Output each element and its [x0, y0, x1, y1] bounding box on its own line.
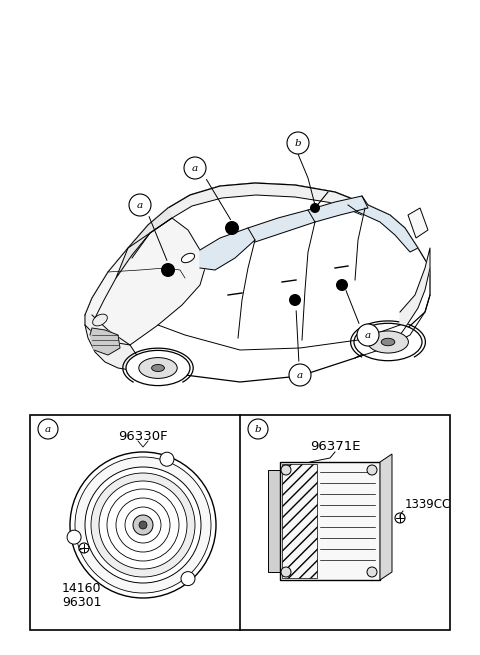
- Circle shape: [395, 513, 405, 523]
- Circle shape: [281, 567, 291, 577]
- Circle shape: [287, 132, 309, 154]
- Ellipse shape: [368, 331, 408, 353]
- Circle shape: [67, 530, 81, 544]
- Circle shape: [125, 507, 161, 543]
- Circle shape: [367, 567, 377, 577]
- Ellipse shape: [181, 253, 194, 263]
- Circle shape: [310, 203, 320, 213]
- Circle shape: [107, 489, 179, 561]
- Polygon shape: [85, 315, 140, 370]
- Bar: [282, 464, 317, 578]
- Bar: [30, 415, 450, 630]
- Text: b: b: [255, 425, 261, 434]
- Circle shape: [336, 279, 348, 291]
- Polygon shape: [85, 183, 430, 382]
- Polygon shape: [168, 183, 368, 218]
- Circle shape: [357, 324, 379, 346]
- Polygon shape: [380, 454, 392, 580]
- Circle shape: [139, 521, 147, 529]
- Text: a: a: [137, 201, 143, 210]
- Circle shape: [248, 419, 268, 439]
- Polygon shape: [116, 208, 172, 278]
- Polygon shape: [200, 228, 255, 270]
- Circle shape: [281, 465, 291, 475]
- Polygon shape: [308, 196, 368, 222]
- Text: a: a: [297, 371, 303, 380]
- Text: a: a: [192, 164, 198, 173]
- Ellipse shape: [354, 324, 422, 361]
- Circle shape: [75, 457, 211, 593]
- Text: b: b: [295, 139, 301, 148]
- Text: 96371E: 96371E: [310, 441, 360, 453]
- Text: 14160: 14160: [62, 582, 101, 595]
- Text: 96330F: 96330F: [118, 430, 168, 443]
- Ellipse shape: [126, 350, 190, 386]
- Circle shape: [91, 473, 195, 577]
- Ellipse shape: [381, 338, 395, 346]
- Circle shape: [85, 467, 201, 583]
- Circle shape: [289, 364, 311, 386]
- Ellipse shape: [152, 364, 164, 371]
- Circle shape: [367, 465, 377, 475]
- Circle shape: [116, 498, 170, 552]
- Polygon shape: [268, 470, 280, 572]
- Circle shape: [225, 221, 239, 235]
- Circle shape: [160, 452, 174, 466]
- Text: a: a: [365, 331, 371, 340]
- Circle shape: [79, 543, 89, 553]
- Polygon shape: [408, 208, 428, 238]
- Polygon shape: [90, 328, 120, 355]
- Circle shape: [161, 263, 175, 277]
- Circle shape: [184, 157, 206, 179]
- Polygon shape: [348, 196, 418, 252]
- Text: 1339CC: 1339CC: [405, 498, 451, 512]
- Circle shape: [70, 452, 216, 598]
- Circle shape: [99, 481, 187, 569]
- Ellipse shape: [139, 358, 177, 379]
- Text: a: a: [45, 425, 51, 434]
- Bar: [280, 462, 380, 580]
- Polygon shape: [400, 248, 430, 335]
- Polygon shape: [248, 210, 315, 242]
- Circle shape: [38, 419, 58, 439]
- Circle shape: [129, 194, 151, 216]
- Circle shape: [181, 572, 195, 586]
- Circle shape: [133, 515, 153, 535]
- Polygon shape: [85, 218, 205, 345]
- Circle shape: [289, 294, 301, 306]
- Text: 96301: 96301: [62, 595, 101, 608]
- Ellipse shape: [93, 314, 108, 326]
